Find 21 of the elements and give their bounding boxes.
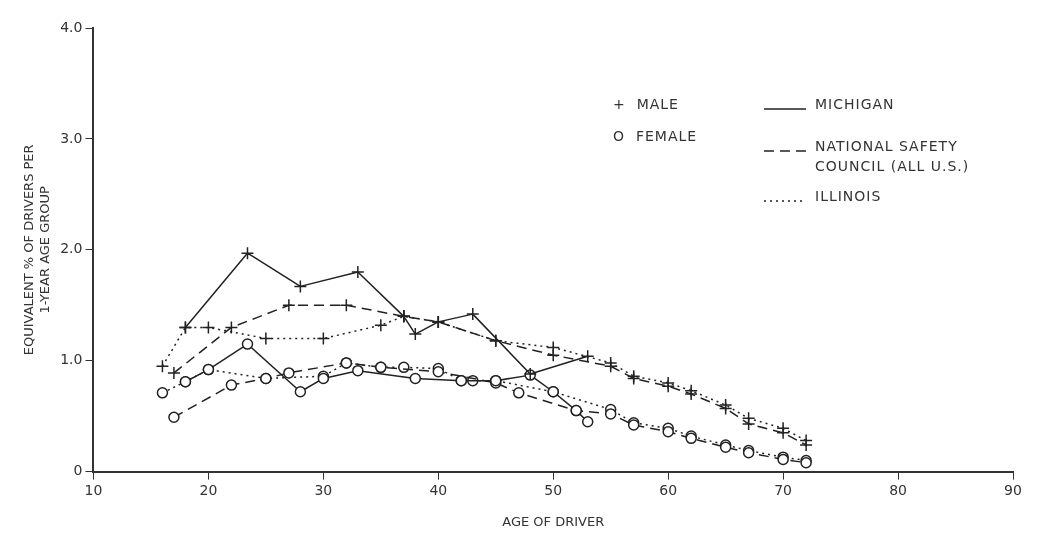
x-tick-label: 20	[199, 481, 218, 498]
annotation: + MALE	[613, 96, 679, 112]
x-tick-label: 40	[429, 481, 448, 498]
annotation: NATIONAL SAFETY COUNCIL (ALL U.S.)	[815, 137, 970, 176]
y-tick-label: 1.0	[60, 351, 83, 368]
x-tick-label: 50	[544, 481, 563, 498]
x-tick-label: 90	[1004, 481, 1022, 498]
x-tick-label: 70	[774, 481, 793, 498]
y-axis-title: EQUIVALENT % OF DRIVERS PER 1-YEAR AGE GROUP	[21, 144, 52, 356]
x-tick-label: 60	[659, 481, 678, 498]
x-tick-label: 30	[314, 481, 333, 498]
y-tick-label: 0	[73, 462, 83, 479]
annotation: O FEMALE	[613, 128, 698, 144]
annotation: MICHIGAN	[815, 95, 895, 114]
y-tick-label: 3.0	[60, 129, 83, 146]
y-tick-label: 2.0	[60, 240, 83, 257]
x-tick-label: 80	[889, 481, 907, 498]
x-axis-title: AGE OF DRIVER	[502, 513, 605, 529]
annotation: ILLINOIS	[815, 187, 882, 206]
x-tick-label: 10	[84, 481, 103, 498]
y-tick-label: 4.0	[60, 18, 83, 35]
